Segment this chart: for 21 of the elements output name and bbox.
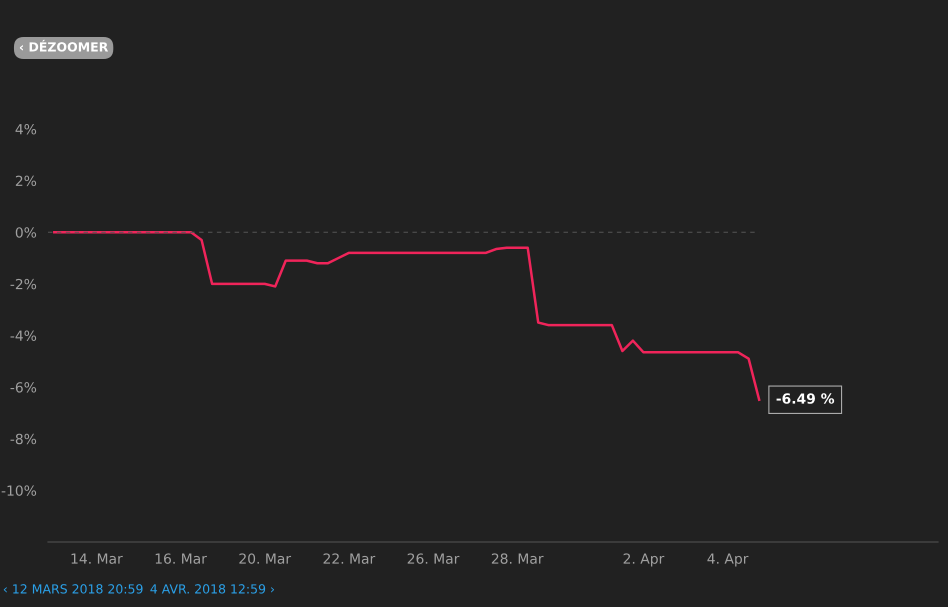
y-tick-label: -2%: [10, 278, 36, 290]
y-tick-label: 2%: [16, 176, 36, 186]
y-tick-label: 4%: [16, 124, 36, 134]
x-tick-label: 2. Apr: [624, 553, 664, 567]
text: 4 AVR. 2018 12:59 ›: [150, 584, 274, 594]
y-tick-label: 0%: [16, 227, 36, 238]
x-tick-label: 28. Mar: [492, 553, 544, 564]
text: ‹ DÉZOOMER: [20, 40, 108, 52]
y-tick-label: -4%: [10, 330, 36, 341]
x-tick-label: 16. Mar: [156, 553, 207, 564]
y-tick-label: -8%: [10, 434, 36, 444]
y-tick-label: -6%: [10, 382, 36, 393]
text: ‹ 12 MARS 2018 20:59: [4, 584, 143, 594]
y-tick-label: -10%: [2, 485, 36, 496]
annotation: -6.49 %: [776, 393, 834, 404]
x-tick-label: 14. Mar: [72, 554, 123, 564]
x-tick-label: 4. Apr: [707, 554, 748, 567]
line-series: [53, 231, 760, 402]
x-tick-label: 22. Mar: [324, 553, 376, 564]
x-tick-label: 20. Mar: [239, 553, 292, 564]
x-tick-label: 26. Mar: [408, 553, 460, 564]
